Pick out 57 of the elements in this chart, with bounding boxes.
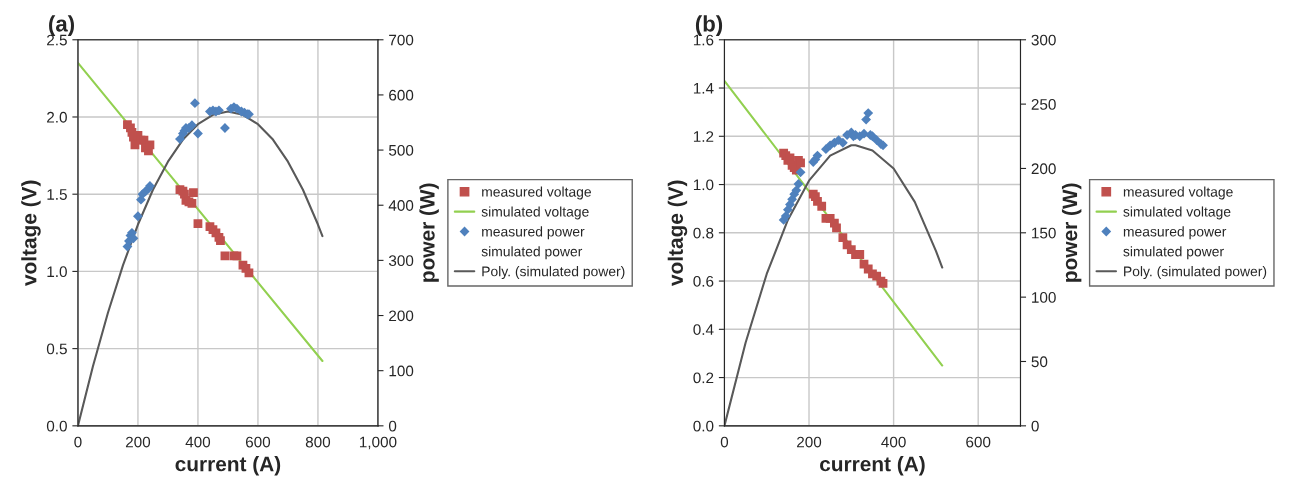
legend-label: measured power [1123,226,1227,240]
y-tick-label: 0.5 [46,343,67,355]
y-tick-label: 2.0 [47,111,67,123]
y2-tick-label: 250 [1031,98,1056,110]
y2-tick-label: 150 [1032,227,1056,239]
chart-title: (a) [49,15,74,37]
legend-label: simulated voltage [1123,206,1231,220]
x-tick-label: 400 [185,436,211,448]
x-tick-label: 600 [966,436,991,448]
y2-axis-title: power (W) [1061,183,1082,282]
y-tick-label: 0.8 [693,227,714,239]
y2-tick-label: 600 [389,89,414,101]
text: simulated power [481,246,583,260]
y-tick-label: 1.4 [693,83,714,94]
y-tick-label: 0.6 [693,275,714,287]
y2-tick-label: 200 [389,310,414,322]
y-tick-label: 1.2 [693,131,714,142]
y-tick-label: 0.2 [693,372,714,384]
y2-tick-label: 300 [1031,34,1056,46]
y2-tick-label: 300 [388,255,414,267]
x-tick-label: 1,000 [359,436,397,450]
x-axis-title: current (A) [175,456,281,476]
y-tick-label: 0.0 [46,420,67,432]
x-tick-label: 800 [305,436,331,448]
y2-tick-label: 500 [388,144,414,156]
y-tick-label: 1.0 [693,179,714,191]
y2-tick-label: 0 [1031,420,1039,432]
x-tick-label: 0 [74,436,82,448]
y-tick-label: 1.0 [47,266,67,278]
y-tick-label: 0.4 [693,324,714,335]
y2-tick-label: 0 [388,420,397,432]
x-tick-label: 200 [125,436,151,448]
y2-tick-label: 700 [389,34,414,46]
legend-label: measured voltage [1123,186,1233,200]
y2-tick-label: 200 [1031,163,1056,175]
legend-label: measured voltage [482,186,591,200]
x-tick-label: 600 [245,436,271,448]
x-axis-title: current (A) [820,456,925,476]
x-tick-label: 200 [797,436,822,448]
y-tick-label: 1.6 [693,34,714,46]
legend-label: Poly. (simulated power) [482,266,625,280]
y-tick-label: 2.5 [47,34,67,46]
y2-tick-label: 100 [1032,292,1056,303]
y2-tick-label: 400 [388,200,414,211]
x-tick-label: 0 [720,436,729,448]
y2-tick-label: 100 [389,365,414,377]
y-axis-title: voltage (V) [667,180,688,286]
y-tick-label: 0.0 [693,420,714,432]
text: simulated power [1123,246,1224,260]
legend-label: measured power [482,226,585,240]
y-axis-title: voltage (V) [21,180,41,286]
x-tick-label: 400 [881,436,906,448]
y2-tick-label: 50 [1031,356,1048,368]
y-tick-label: 1.5 [47,189,67,200]
y2-axis-title: power (W) [419,183,439,282]
legend-label: Poly. (simulated power) [1124,266,1267,280]
legend-label: simulated voltage [481,206,589,220]
